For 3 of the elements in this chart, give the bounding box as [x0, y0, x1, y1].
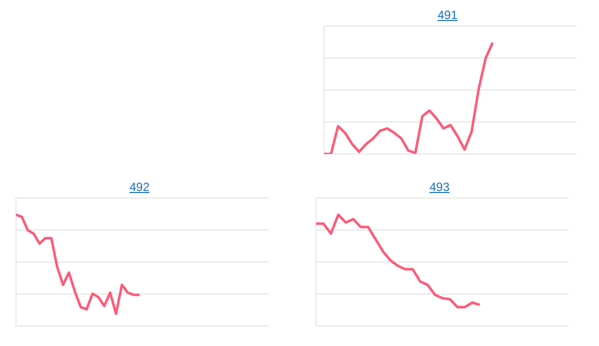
chart-title: 491	[436, 8, 459, 22]
chart-title: 493	[428, 180, 451, 194]
chart-title: 492	[128, 180, 151, 194]
